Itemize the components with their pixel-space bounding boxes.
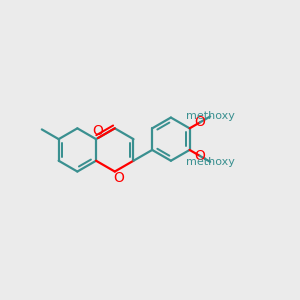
Text: methoxy: methoxy — [186, 157, 235, 167]
Text: O: O — [194, 115, 205, 129]
Text: O: O — [113, 170, 124, 184]
Text: methoxy: methoxy — [186, 112, 235, 122]
Text: O: O — [194, 148, 205, 163]
Text: O: O — [92, 124, 104, 139]
